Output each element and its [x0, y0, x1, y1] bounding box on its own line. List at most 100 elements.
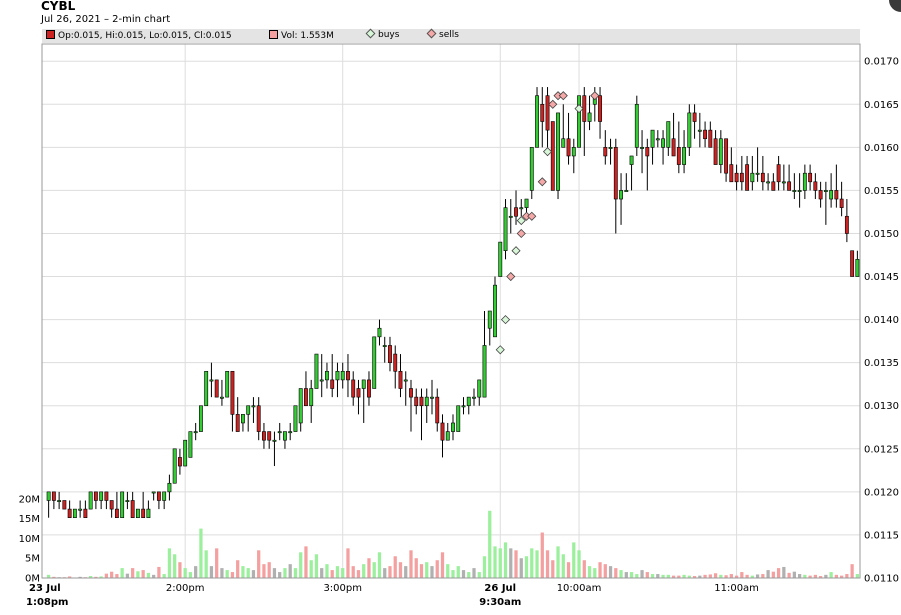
volume-bar — [761, 574, 765, 578]
candle-body — [230, 370, 235, 415]
candle-body — [829, 190, 834, 200]
volume-bar — [845, 574, 849, 578]
volume-tick-label: 10M — [19, 534, 40, 545]
candle-body — [634, 103, 639, 148]
volume-bar — [78, 576, 82, 578]
sell-marker — [516, 228, 526, 239]
price-tick-label: 0.0120 — [864, 487, 899, 498]
volume-bar — [414, 558, 418, 578]
volume-bar — [367, 558, 371, 578]
volume-bar — [619, 570, 623, 578]
candle-body — [545, 95, 550, 131]
price-tick-label: 0.0135 — [864, 358, 899, 369]
candle-body — [776, 164, 781, 183]
volume-bar — [393, 556, 397, 578]
volume-bar — [488, 510, 492, 578]
volume-bar — [435, 560, 439, 578]
candle-body — [839, 198, 844, 208]
candle-body — [461, 405, 466, 408]
sell-marker — [548, 99, 558, 109]
candle-body — [177, 457, 182, 467]
volume-bar — [787, 572, 791, 578]
candle-body — [577, 95, 581, 148]
volume-bar — [99, 576, 103, 578]
volume-bar — [440, 552, 445, 578]
price-tick-label: 0.0130 — [864, 401, 899, 412]
candle-body — [93, 491, 98, 501]
candle-body — [692, 112, 697, 122]
candle-body — [225, 370, 230, 398]
candle-body — [241, 414, 245, 424]
candle-body — [162, 491, 167, 501]
volume-bar — [755, 574, 760, 578]
volume-bar — [498, 548, 502, 578]
legend-buys-text: buys — [378, 30, 400, 40]
buy-marker — [516, 215, 526, 226]
candle-body — [818, 190, 823, 200]
volume-bar — [173, 554, 177, 578]
volume-bar — [125, 573, 130, 578]
volume-bar — [472, 568, 476, 578]
volume-bar — [131, 568, 135, 578]
volume-bar — [299, 552, 303, 578]
candle-body — [414, 396, 419, 407]
volume-bar — [839, 575, 844, 578]
chart-subtitle: Jul 26, 2021 – 2-min chart — [41, 14, 171, 25]
candle-body — [372, 336, 377, 389]
candle-body — [519, 207, 524, 210]
volume-bar — [509, 548, 513, 578]
volume-bar — [687, 575, 691, 578]
volume-bar — [272, 568, 277, 578]
legend-volume: Vol: 1.553M — [269, 30, 334, 41]
candle-body — [83, 508, 88, 519]
volume-bar — [446, 564, 450, 578]
volume-bar — [94, 576, 98, 578]
candle-body — [682, 147, 686, 165]
volume-bar — [141, 570, 145, 578]
volume-bar — [278, 572, 282, 578]
candle-body — [403, 379, 408, 382]
volume-bar — [645, 572, 649, 578]
volume-bar — [46, 574, 51, 578]
volume-bar — [850, 564, 854, 578]
candle-body — [151, 491, 156, 494]
volume-bar — [582, 560, 586, 578]
price-tick-label: 0.0155 — [864, 186, 899, 197]
buy-marker — [500, 315, 511, 325]
volume-bar — [404, 566, 408, 578]
volume-tick-label: 5M — [25, 554, 40, 565]
volume-bar — [818, 576, 823, 578]
candle-body — [792, 190, 797, 192]
volume-bar — [362, 564, 366, 578]
candle-body — [367, 379, 371, 398]
volume-bar — [808, 575, 812, 578]
legend-buys: buys — [365, 28, 400, 40]
candle-body — [424, 396, 429, 407]
chart-legend: Op:0.015, Hi:0.015, Lo:0.015, Cl:0.015 V… — [42, 28, 860, 43]
volume-bar — [776, 568, 781, 578]
candle-body — [309, 388, 314, 407]
candle-body — [561, 138, 566, 148]
candle-body — [619, 190, 623, 200]
candle-body — [435, 396, 440, 424]
volume-bar — [341, 568, 345, 578]
candle-body — [319, 379, 324, 382]
volume-tick-label: 15M — [19, 514, 40, 525]
volume-bar — [383, 568, 387, 578]
candle-body — [130, 500, 135, 519]
volume-bar — [398, 562, 403, 578]
price-tick-label: 0.0145 — [864, 272, 899, 283]
volume-bar — [829, 572, 833, 578]
candle-body — [629, 155, 634, 165]
volume-bar — [320, 568, 324, 578]
price-tick-label: 0.0140 — [864, 315, 899, 326]
candle-body — [550, 121, 555, 191]
candle-body — [361, 379, 366, 389]
volume-bar — [335, 566, 340, 578]
candle-body — [377, 327, 382, 338]
candle-body — [167, 482, 172, 493]
candle-body — [661, 138, 665, 148]
candle-body — [78, 508, 83, 511]
volume-bar — [204, 550, 208, 578]
candle-body — [57, 500, 62, 502]
